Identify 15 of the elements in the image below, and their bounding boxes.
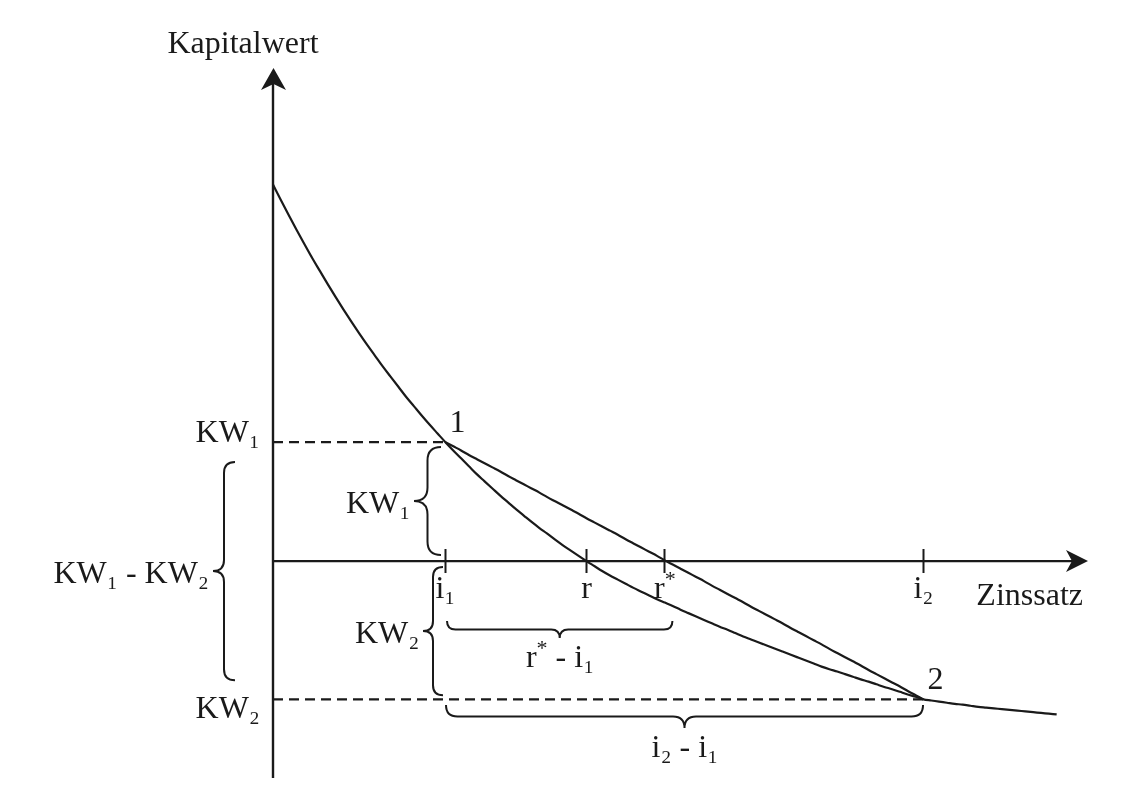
text: i₂ - i₁ xyxy=(651,728,719,765)
x-tick-label: i₁ xyxy=(435,569,456,606)
annotation: r* - i₁ xyxy=(525,634,595,675)
annotation: 2 xyxy=(927,660,944,697)
text: KW₁ xyxy=(195,413,260,450)
text: KW₂ xyxy=(195,689,260,726)
annotation: KW₁ xyxy=(345,484,411,521)
x-tick-label: r* xyxy=(654,565,676,606)
x-tick-label: r xyxy=(581,569,593,606)
annotation: 1 xyxy=(449,403,466,440)
y-axis-title: Kapitalwert xyxy=(167,24,319,60)
text: KW₁ - KW₂ xyxy=(53,554,209,591)
x-tick-label: i₂ xyxy=(913,569,934,606)
annotation: KW₂ xyxy=(354,614,420,651)
x-axis-title: Zinssatz xyxy=(976,576,1083,613)
